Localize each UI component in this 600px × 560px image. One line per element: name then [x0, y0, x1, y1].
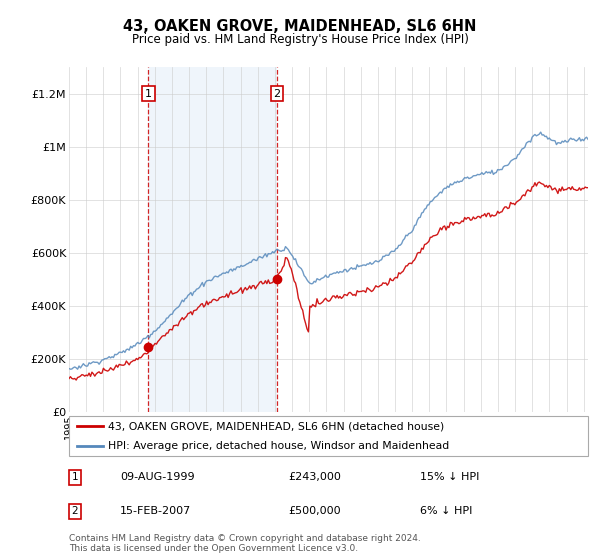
FancyBboxPatch shape	[69, 416, 588, 456]
Text: 2: 2	[274, 88, 281, 99]
Text: HPI: Average price, detached house, Windsor and Maidenhead: HPI: Average price, detached house, Wind…	[108, 441, 449, 451]
Text: 43, OAKEN GROVE, MAIDENHEAD, SL6 6HN (detached house): 43, OAKEN GROVE, MAIDENHEAD, SL6 6HN (de…	[108, 421, 444, 431]
Text: 1: 1	[145, 88, 152, 99]
Text: £500,000: £500,000	[288, 506, 341, 516]
Text: 09-AUG-1999: 09-AUG-1999	[120, 473, 194, 482]
Bar	[148, 67, 277, 412]
Text: 6% ↓ HPI: 6% ↓ HPI	[420, 506, 472, 516]
Text: 1: 1	[71, 473, 79, 482]
Text: 15% ↓ HPI: 15% ↓ HPI	[420, 473, 479, 482]
Text: 2: 2	[71, 506, 79, 516]
Text: £243,000: £243,000	[288, 473, 341, 482]
Text: Contains HM Land Registry data © Crown copyright and database right 2024.
This d: Contains HM Land Registry data © Crown c…	[69, 534, 421, 553]
Text: 15-FEB-2007: 15-FEB-2007	[120, 506, 191, 516]
Text: 43, OAKEN GROVE, MAIDENHEAD, SL6 6HN: 43, OAKEN GROVE, MAIDENHEAD, SL6 6HN	[124, 20, 476, 34]
Text: Price paid vs. HM Land Registry's House Price Index (HPI): Price paid vs. HM Land Registry's House …	[131, 32, 469, 46]
